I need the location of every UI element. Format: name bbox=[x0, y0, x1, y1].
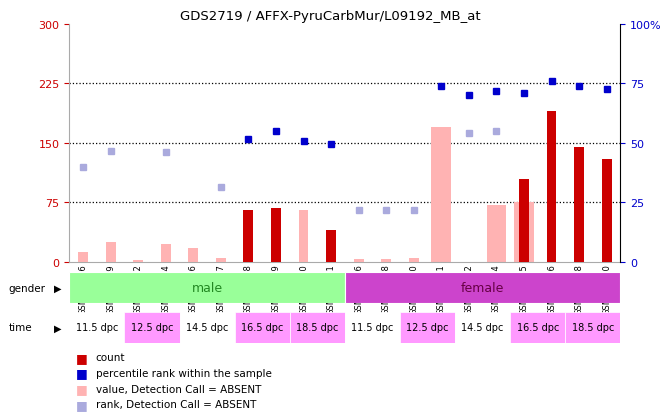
Bar bbox=[298, 211, 308, 262]
Bar bbox=[510, 312, 566, 343]
Bar bbox=[235, 312, 290, 343]
Text: percentile rank within the sample: percentile rank within the sample bbox=[96, 368, 271, 378]
Text: 18.5 dpc: 18.5 dpc bbox=[296, 322, 339, 332]
Bar bbox=[161, 245, 171, 262]
Text: value, Detection Call = ABSENT: value, Detection Call = ABSENT bbox=[96, 384, 261, 394]
Bar bbox=[354, 259, 364, 262]
Text: 18.5 dpc: 18.5 dpc bbox=[572, 322, 614, 332]
Text: ■: ■ bbox=[76, 382, 88, 395]
Text: 16.5 dpc: 16.5 dpc bbox=[517, 322, 559, 332]
Bar bbox=[574, 147, 584, 262]
Text: ▶: ▶ bbox=[54, 283, 61, 293]
Bar bbox=[244, 211, 253, 262]
Bar bbox=[69, 273, 345, 304]
Text: female: female bbox=[461, 282, 504, 294]
Bar bbox=[409, 258, 418, 262]
Text: time: time bbox=[9, 323, 32, 332]
Text: 12.5 dpc: 12.5 dpc bbox=[407, 322, 449, 332]
Bar bbox=[432, 128, 451, 262]
Text: GDS2719 / AFFX-PyruCarbMur/L09192_MB_at: GDS2719 / AFFX-PyruCarbMur/L09192_MB_at bbox=[180, 10, 480, 23]
Text: ▶: ▶ bbox=[54, 323, 61, 332]
Bar bbox=[381, 259, 391, 262]
Text: gender: gender bbox=[9, 283, 46, 293]
Bar bbox=[566, 312, 620, 343]
Bar bbox=[345, 312, 400, 343]
Bar bbox=[106, 242, 116, 262]
Bar bbox=[486, 205, 506, 262]
Bar bbox=[326, 230, 336, 262]
Bar bbox=[271, 209, 281, 262]
Text: count: count bbox=[96, 352, 125, 362]
Bar bbox=[216, 258, 226, 262]
Bar bbox=[602, 159, 612, 262]
Text: ■: ■ bbox=[76, 398, 88, 411]
Text: 16.5 dpc: 16.5 dpc bbox=[241, 322, 283, 332]
Bar bbox=[514, 203, 534, 262]
Bar bbox=[78, 253, 88, 262]
Bar bbox=[345, 273, 620, 304]
Text: male: male bbox=[191, 282, 222, 294]
Bar bbox=[69, 312, 124, 343]
Text: 11.5 dpc: 11.5 dpc bbox=[76, 322, 118, 332]
Text: rank, Detection Call = ABSENT: rank, Detection Call = ABSENT bbox=[96, 399, 256, 409]
Bar bbox=[124, 312, 180, 343]
Bar bbox=[546, 112, 556, 262]
Text: 11.5 dpc: 11.5 dpc bbox=[351, 322, 393, 332]
Bar bbox=[180, 312, 235, 343]
Text: 12.5 dpc: 12.5 dpc bbox=[131, 322, 173, 332]
Bar bbox=[133, 260, 143, 262]
Bar bbox=[400, 312, 455, 343]
Text: 14.5 dpc: 14.5 dpc bbox=[186, 322, 228, 332]
Bar bbox=[519, 179, 529, 262]
Text: ■: ■ bbox=[76, 366, 88, 380]
Bar bbox=[290, 312, 345, 343]
Bar bbox=[188, 249, 198, 262]
Text: ■: ■ bbox=[76, 351, 88, 364]
Bar bbox=[455, 312, 510, 343]
Text: 14.5 dpc: 14.5 dpc bbox=[461, 322, 504, 332]
